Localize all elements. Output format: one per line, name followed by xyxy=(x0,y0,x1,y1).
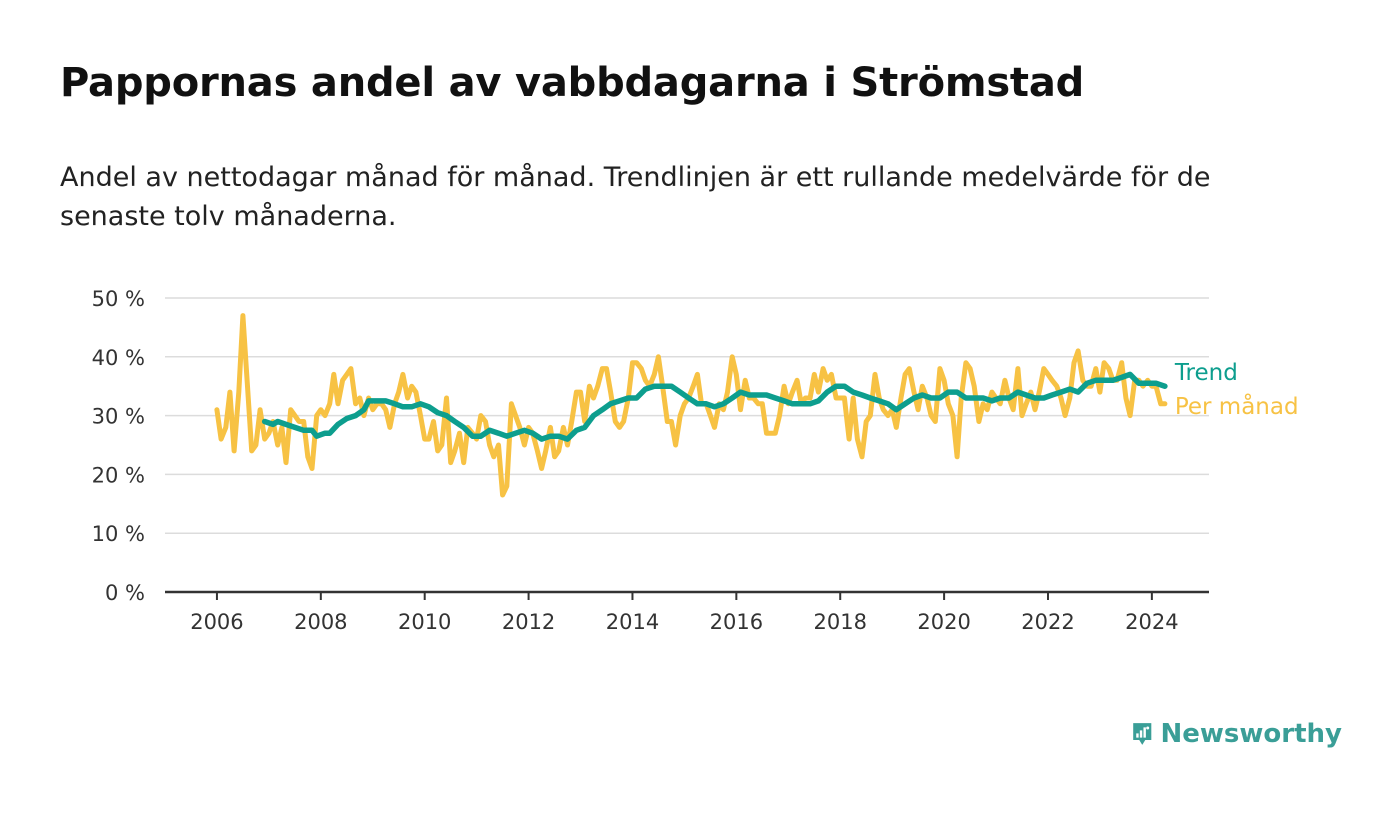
x-tick-label: 2010 xyxy=(398,610,451,634)
y-tick-label: 10 % xyxy=(92,522,145,546)
x-tick-label: 2018 xyxy=(813,610,866,634)
series-label-per-manad: Per månad xyxy=(1175,392,1299,420)
y-tick-label: 40 % xyxy=(92,346,145,370)
y-tick-label: 20 % xyxy=(92,463,145,487)
newsworthy-logo-icon xyxy=(1133,723,1152,745)
x-tick-label: 2016 xyxy=(710,610,763,634)
series-line-trend xyxy=(261,371,1168,442)
x-tick-label: 2022 xyxy=(1021,610,1074,634)
x-tick-label: 2012 xyxy=(502,610,555,634)
y-tick-label: 30 % xyxy=(92,405,145,429)
x-tick-label: 2006 xyxy=(190,610,243,634)
series-line-per-manad xyxy=(214,313,1168,498)
y-tick-label: 0 % xyxy=(105,581,145,605)
x-tick-label: 2014 xyxy=(606,610,659,634)
chart-subtitle: Andel av nettodagar månad för månad. Tre… xyxy=(60,162,1211,232)
series-label-trend: Trend xyxy=(1174,360,1238,386)
x-tick-label: 2020 xyxy=(917,610,970,634)
chart-title: Pappornas andel av vabbdagarna i Strömst… xyxy=(60,60,1085,106)
x-tick-label: 2024 xyxy=(1125,610,1178,634)
brand-name: Newsworthy xyxy=(1160,719,1342,749)
x-tick-label: 2008 xyxy=(294,610,347,634)
y-tick-label: 50 % xyxy=(92,287,145,311)
newsworthy-logo: Newsworthy xyxy=(1132,712,1342,756)
